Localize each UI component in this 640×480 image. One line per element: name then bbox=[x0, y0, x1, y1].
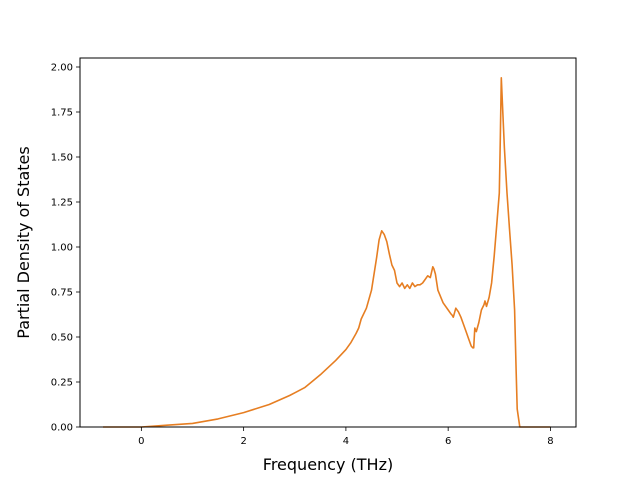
x-tick-label: 0 bbox=[138, 436, 144, 447]
y-tick-label: 0.50 bbox=[51, 333, 73, 344]
series-line-0 bbox=[103, 77, 551, 428]
y-tick-label: 2.00 bbox=[51, 63, 73, 74]
x-tick-label: 6 bbox=[445, 436, 451, 447]
y-axis-label: Partial Density of States bbox=[14, 146, 33, 338]
x-tick-label: 2 bbox=[240, 436, 246, 447]
y-tick-label: 0.75 bbox=[51, 288, 73, 299]
plot-area bbox=[103, 77, 551, 428]
plot-frame bbox=[79, 57, 577, 428]
y-tick-label: 1.25 bbox=[51, 198, 73, 209]
axis-ticks: 0 2 4 6 8 0.00 0.25 0.50 0.75 1.00 1.25 1.50 1.75 2.0… bbox=[51, 63, 554, 448]
y-tick-label: 0.00 bbox=[51, 423, 73, 434]
y-tick-label: 1.75 bbox=[51, 108, 73, 119]
y-tick-label: 1.50 bbox=[51, 153, 73, 164]
y-tick-label: 1.00 bbox=[51, 243, 73, 254]
y-tick-label: 0.25 bbox=[51, 378, 73, 389]
x-tick-label: 8 bbox=[547, 436, 553, 447]
x-tick-label: 4 bbox=[343, 436, 349, 447]
x-axis-label: Frequency (THz) bbox=[263, 455, 393, 474]
